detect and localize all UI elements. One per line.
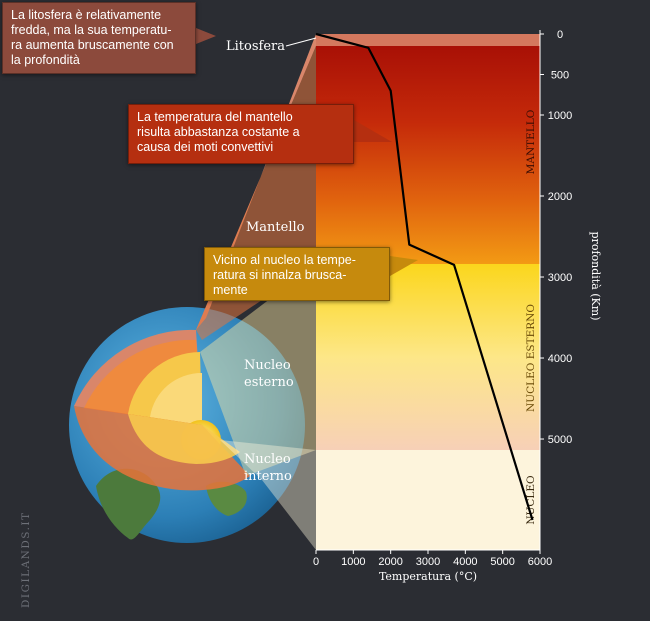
x-tick-label: 0 <box>313 556 319 568</box>
x-tick-label: 6000 <box>528 556 552 568</box>
y-tick-label: 500 <box>551 70 569 82</box>
y-tick-label: 4000 <box>548 353 572 365</box>
y-axis-title: profondità (Km) <box>589 232 602 321</box>
x-tick-label: 4000 <box>453 556 477 568</box>
layer-label-nucleo-esterno: NUCLEO ESTERNO <box>525 304 537 412</box>
label-nucleo-interno-2: interno <box>244 469 292 484</box>
y-tick-label: 1000 <box>548 110 572 122</box>
callout-mantello-text: La temperatura del mantello risulta abba… <box>137 110 300 154</box>
lithosphere-band <box>316 34 540 46</box>
callout-mantle-pointer <box>354 120 392 142</box>
label-nucleo-esterno-2: esterno <box>244 375 294 390</box>
south-america-landmass <box>96 468 161 540</box>
y-tick-label: 5000 <box>548 434 572 446</box>
callout-litosfera: La litosfera è relativamente fredda, ma … <box>2 2 196 74</box>
y-tick-label: 0 <box>557 29 563 41</box>
callout-nucleo: Vicino al nucleo la tempe- ratura si inn… <box>204 247 390 301</box>
x-tick-label: 2000 <box>378 556 402 568</box>
temperature-curve <box>315 32 534 521</box>
label-nucleo-esterno-1: Nucleo <box>244 358 291 373</box>
callout-lito-pointer <box>196 28 216 44</box>
chart-panel <box>316 30 541 551</box>
africa-landmass <box>206 481 247 516</box>
litosfera-pointer <box>285 37 317 47</box>
y-tick-label: 2000 <box>548 191 572 203</box>
x-axis-title: Temperatura (°C) <box>379 570 477 583</box>
callout-core-pointer <box>390 256 418 276</box>
x-tick-label: 1000 <box>341 556 365 568</box>
inner-core-band <box>316 450 540 550</box>
lower-wedge-core <box>128 414 240 464</box>
callout-litosfera-text: La litosfera è relativamente fredda, ma … <box>11 8 174 67</box>
callout-mantello: La temperatura del mantello risulta abba… <box>128 104 354 164</box>
earth-globe <box>69 307 305 543</box>
outer-core-projection <box>200 264 316 476</box>
label-nucleo-interno-1: Nucleo <box>244 452 291 467</box>
outer-core-inner-ring <box>150 372 202 425</box>
y-axis-ticks: 0 500 1000 2000 3000 4000 5000 <box>540 29 572 446</box>
x-tick-label: 5000 <box>490 556 514 568</box>
x-tick-label: 3000 <box>416 556 440 568</box>
label-litosfera: Litosfera <box>226 39 285 54</box>
x-axis-ticks: 0 1000 2000 3000 4000 5000 6000 <box>313 550 552 568</box>
layer-label-mantello: MANTELLO <box>525 109 537 174</box>
inner-core-projection <box>220 440 316 550</box>
label-mantello: Mantello <box>246 220 305 235</box>
y-tick-label: 3000 <box>548 272 572 284</box>
callout-nucleo-text: Vicino al nucleo la tempe- ratura si inn… <box>213 253 356 297</box>
layer-label-nucleo: NUCLEO <box>525 475 537 525</box>
watermark: DIGILANDS.IT <box>20 511 32 608</box>
